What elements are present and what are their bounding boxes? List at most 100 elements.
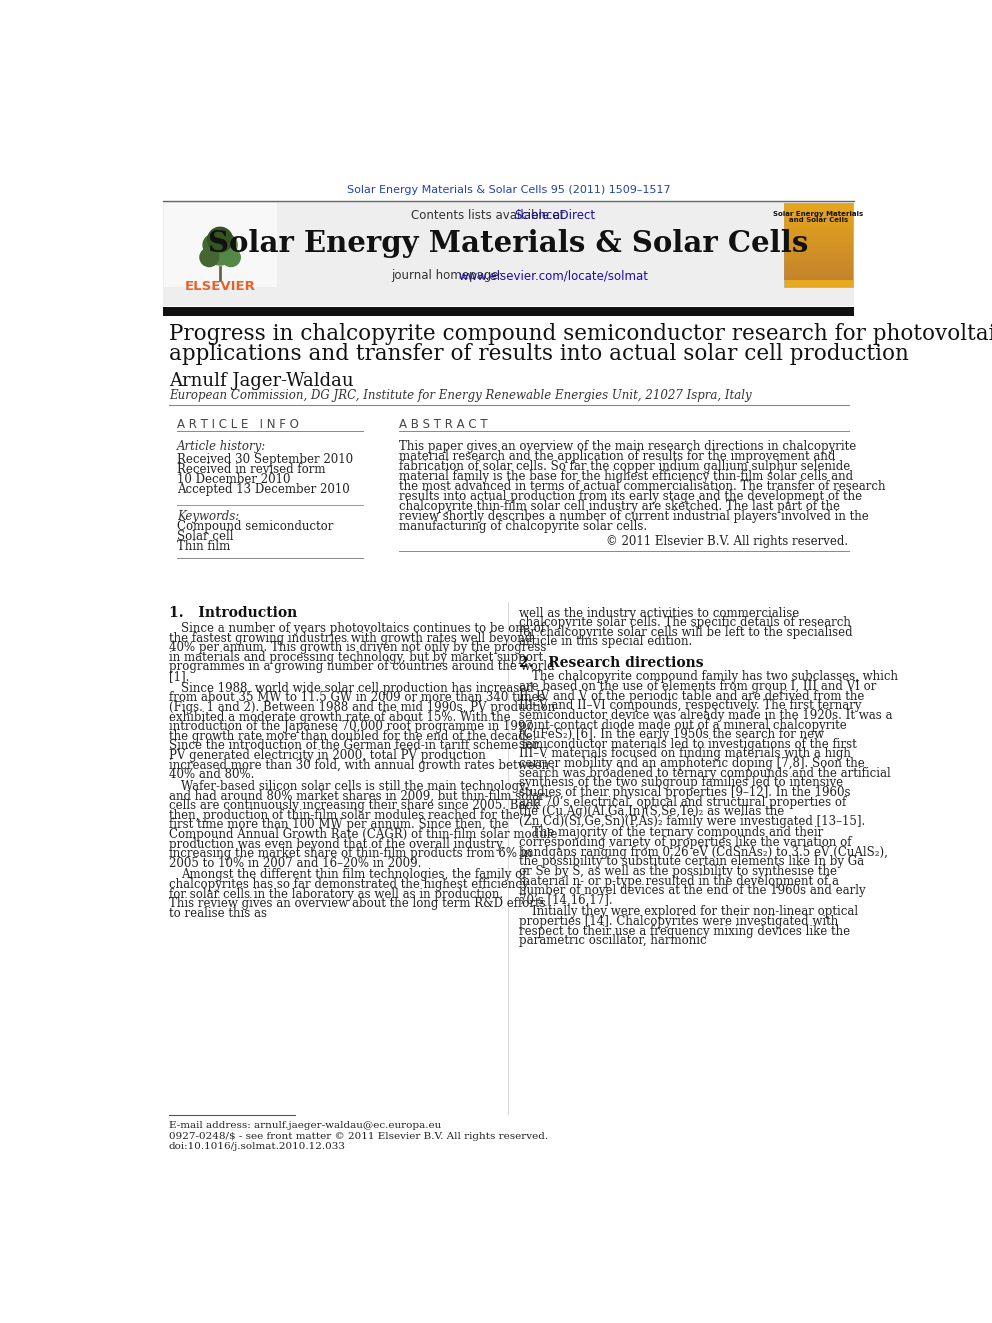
Text: chalcopyrite solar cells. The specific details of research: chalcopyrite solar cells. The specific d… — [519, 617, 851, 630]
Text: chalcopyrites has so far demonstrated the highest efficiency: chalcopyrites has so far demonstrated th… — [169, 878, 529, 890]
Text: properties [14]. Chalcopyrites were investigated with: properties [14]. Chalcopyrites were inve… — [519, 916, 838, 927]
Bar — [785, 204, 852, 208]
Text: Since a number of years photovoltaics continues to be one of: Since a number of years photovoltaics co… — [182, 622, 546, 635]
Text: applications and transfer of results into actual solar cell production: applications and transfer of results int… — [169, 343, 909, 365]
Text: the (Cu,Ag)(Al,Ga,In)(S,Se,Te)₂ as wellas the: the (Cu,Ag)(Al,Ga,In)(S,Se,Te)₂ as wella… — [519, 806, 785, 818]
Circle shape — [207, 228, 232, 251]
Text: chalcopyrite thin-film solar cell industry are sketched. The last part of the: chalcopyrite thin-film solar cell indust… — [399, 500, 840, 513]
Text: for solar cells in the laboratory as well as in production.: for solar cells in the laboratory as wel… — [169, 888, 503, 901]
Text: in materials and processing technology, but by market support: in materials and processing technology, … — [169, 651, 543, 664]
Text: and had around 80% market shares in 2009, but thin-film solar: and had around 80% market shares in 2009… — [169, 790, 545, 803]
Text: Since 1988, world wide solar cell production has increased: Since 1988, world wide solar cell produc… — [182, 681, 534, 695]
Bar — [785, 242, 852, 246]
Bar — [785, 250, 852, 254]
Text: Accepted 13 December 2010: Accepted 13 December 2010 — [177, 483, 349, 496]
Text: exhibited a moderate growth rate of about 15%. With the: exhibited a moderate growth rate of abou… — [169, 710, 511, 724]
Text: © 2011 Elsevier B.V. All rights reserved.: © 2011 Elsevier B.V. All rights reserved… — [606, 534, 848, 548]
Text: Wafer-based silicon solar cells is still the main technology: Wafer-based silicon solar cells is still… — [182, 779, 526, 792]
Text: material research and the application of results for the improvement and: material research and the application of… — [399, 450, 835, 463]
Bar — [785, 222, 852, 226]
Bar — [165, 204, 277, 287]
Text: increasing the market share of thin-film products from 6% in: increasing the market share of thin-film… — [169, 847, 532, 860]
Text: the fastest growing industries with growth rates well beyond: the fastest growing industries with grow… — [169, 631, 532, 644]
Circle shape — [203, 234, 225, 255]
Text: Progress in chalcopyrite compound semiconductor research for photovoltaic: Progress in chalcopyrite compound semico… — [169, 323, 992, 345]
Text: journal homepage:: journal homepage: — [392, 270, 507, 282]
Text: results into actual production from its early stage and the development of the: results into actual production from its … — [399, 491, 862, 503]
Bar — [163, 307, 854, 316]
Bar — [785, 261, 852, 265]
Circle shape — [200, 249, 218, 266]
Text: to realise this as: to realise this as — [169, 906, 267, 919]
Text: semiconductor materials led to investigations of the first: semiconductor materials led to investiga… — [519, 738, 857, 751]
Text: This paper gives an overview of the main research directions in chalcopyrite: This paper gives an overview of the main… — [399, 441, 856, 454]
Text: Received 30 September 2010: Received 30 September 2010 — [177, 452, 353, 466]
Circle shape — [215, 234, 237, 255]
Bar — [785, 277, 852, 280]
Text: studies of their physical properties [9–12]. In the 1960s: studies of their physical properties [9–… — [519, 786, 851, 799]
Text: or Se by S, as well as the possibility to synthesise the: or Se by S, as well as the possibility t… — [519, 865, 837, 878]
Text: Arnulf Jager-Waldau: Arnulf Jager-Waldau — [169, 372, 353, 389]
Text: search was broadened to ternary compounds and the artificial: search was broadened to ternary compound… — [519, 767, 891, 779]
Text: parametric oscillator, harmonic: parametric oscillator, harmonic — [519, 934, 707, 947]
Text: Compound semiconductor: Compound semiconductor — [177, 520, 333, 533]
Text: Initially they were explored for their non-linear optical: Initially they were explored for their n… — [532, 905, 858, 918]
Text: A R T I C L E   I N F O: A R T I C L E I N F O — [177, 418, 299, 431]
Text: cells are continuously increasing their share since 2005. Back: cells are continuously increasing their … — [169, 799, 540, 812]
Text: European Commission, DG JRC, Institute for Energy Renewable Energies Unit, 21027: European Commission, DG JRC, Institute f… — [169, 389, 752, 402]
Text: Solar Energy Materials: Solar Energy Materials — [774, 212, 863, 217]
Text: III–V materials focused on finding materials with a high: III–V materials focused on finding mater… — [519, 747, 851, 761]
Text: and 70’s electrical, optical and structural properties of: and 70’s electrical, optical and structu… — [519, 795, 846, 808]
Bar — [785, 226, 852, 230]
Bar — [785, 234, 852, 238]
Text: corresponding variety of properties like the variation of: corresponding variety of properties like… — [519, 836, 852, 849]
Bar — [163, 202, 854, 306]
Text: point-contact diode made out of a mineral chalcopyrite: point-contact diode made out of a minera… — [519, 718, 847, 732]
Text: [1].: [1]. — [169, 669, 189, 683]
Text: fabrication of solar cells. So far the copper indium gallium sulphur selenide: fabrication of solar cells. So far the c… — [399, 460, 850, 474]
Text: carrier mobility and an amphoteric doping [7,8]. Soon the: carrier mobility and an amphoteric dopin… — [519, 757, 865, 770]
Text: The majority of the ternary compounds and their: The majority of the ternary compounds an… — [532, 827, 823, 839]
Text: A B S T R A C T: A B S T R A C T — [399, 418, 488, 431]
Text: 40% per annum. This growth is driven not only by the progress: 40% per annum. This growth is driven not… — [169, 642, 547, 654]
Text: 0927-0248/$ - see front matter © 2011 Elsevier B.V. All rights reserved.: 0927-0248/$ - see front matter © 2011 El… — [169, 1132, 548, 1142]
Text: bandgaps ranging from 0.26 eV (CdSnAs₂) to 3.5 eV (CuAlS₂),: bandgaps ranging from 0.26 eV (CdSnAs₂) … — [519, 845, 888, 859]
Text: (CuFeS₂) [6]. In the early 1950s the search for new: (CuFeS₂) [6]. In the early 1950s the sea… — [519, 728, 824, 741]
Text: number of novel devices at the end of the 1960s and early: number of novel devices at the end of th… — [519, 884, 866, 897]
Text: the growth rate more than doubled for the end of the decade.: the growth rate more than doubled for th… — [169, 730, 537, 742]
Text: for chalcopyrite solar cells will be left to the specialised: for chalcopyrite solar cells will be lef… — [519, 626, 853, 639]
Text: This review gives an overview about the long term R&D efforts: This review gives an overview about the … — [169, 897, 546, 910]
Text: semiconductor device was already made in the 1920s. It was a: semiconductor device was already made in… — [519, 709, 893, 722]
Bar — [785, 265, 852, 269]
Text: (Zn,Cd)(Si,Ge,Sn)(P,As)₂ family were investigated [13–15].: (Zn,Cd)(Si,Ge,Sn)(P,As)₂ family were inv… — [519, 815, 865, 828]
Bar — [785, 273, 852, 277]
Text: 1.   Introduction: 1. Introduction — [169, 606, 298, 620]
Text: respect to their use a frequency mixing devices like the: respect to their use a frequency mixing … — [519, 925, 850, 938]
Bar — [785, 269, 852, 273]
Text: from about 35 MW to 11.5 GW in 2009 or more than 340 times: from about 35 MW to 11.5 GW in 2009 or m… — [169, 691, 545, 704]
Bar — [785, 238, 852, 242]
Text: Solar Energy Materials & Solar Cells: Solar Energy Materials & Solar Cells — [208, 229, 808, 258]
Text: introduction of the Japanese 70,000 roof programme in 1997,: introduction of the Japanese 70,000 roof… — [169, 720, 537, 733]
Text: are based on the use of elements from group I, III and VI or: are based on the use of elements from gr… — [519, 680, 877, 693]
Text: 2005 to 10% in 2007 and 16–20% in 2009.: 2005 to 10% in 2007 and 16–20% in 2009. — [169, 857, 422, 869]
Text: production was even beyond that of the overall industry,: production was even beyond that of the o… — [169, 837, 505, 851]
Bar — [785, 212, 852, 214]
Bar — [785, 246, 852, 250]
Text: then, production of thin-film solar modules reached for the: then, production of thin-film solar modu… — [169, 808, 520, 822]
Text: The chalcopyrite compound family has two subclasses, which: The chalcopyrite compound family has two… — [532, 671, 898, 684]
Text: Solar Energy Materials & Solar Cells 95 (2011) 1509–1517: Solar Energy Materials & Solar Cells 95 … — [346, 185, 671, 194]
Text: Amongst the different thin film technologies, the family of: Amongst the different thin film technolo… — [182, 868, 527, 881]
Text: Thin film: Thin film — [177, 540, 230, 553]
Bar — [785, 254, 852, 257]
Text: article in this special edition.: article in this special edition. — [519, 635, 692, 648]
Text: doi:10.1016/j.solmat.2010.12.033: doi:10.1016/j.solmat.2010.12.033 — [169, 1142, 346, 1151]
Bar — [785, 214, 852, 218]
Text: (Figs. 1 and 2). Between 1988 and the mid 1990s, PV production: (Figs. 1 and 2). Between 1988 and the mi… — [169, 701, 556, 714]
Text: first time more than 100 MW per annum. Since then, the: first time more than 100 MW per annum. S… — [169, 819, 509, 831]
Text: 40% and 80%.: 40% and 80%. — [169, 769, 254, 782]
Text: E-mail address: arnulf.jaeger-waldau@ec.europa.eu: E-mail address: arnulf.jaeger-waldau@ec.… — [169, 1122, 441, 1130]
Text: well as the industry activities to commercialise: well as the industry activities to comme… — [519, 606, 800, 619]
Bar — [785, 208, 852, 212]
Text: Since the introduction of the German feed-in tariff scheme for: Since the introduction of the German fee… — [169, 740, 539, 753]
